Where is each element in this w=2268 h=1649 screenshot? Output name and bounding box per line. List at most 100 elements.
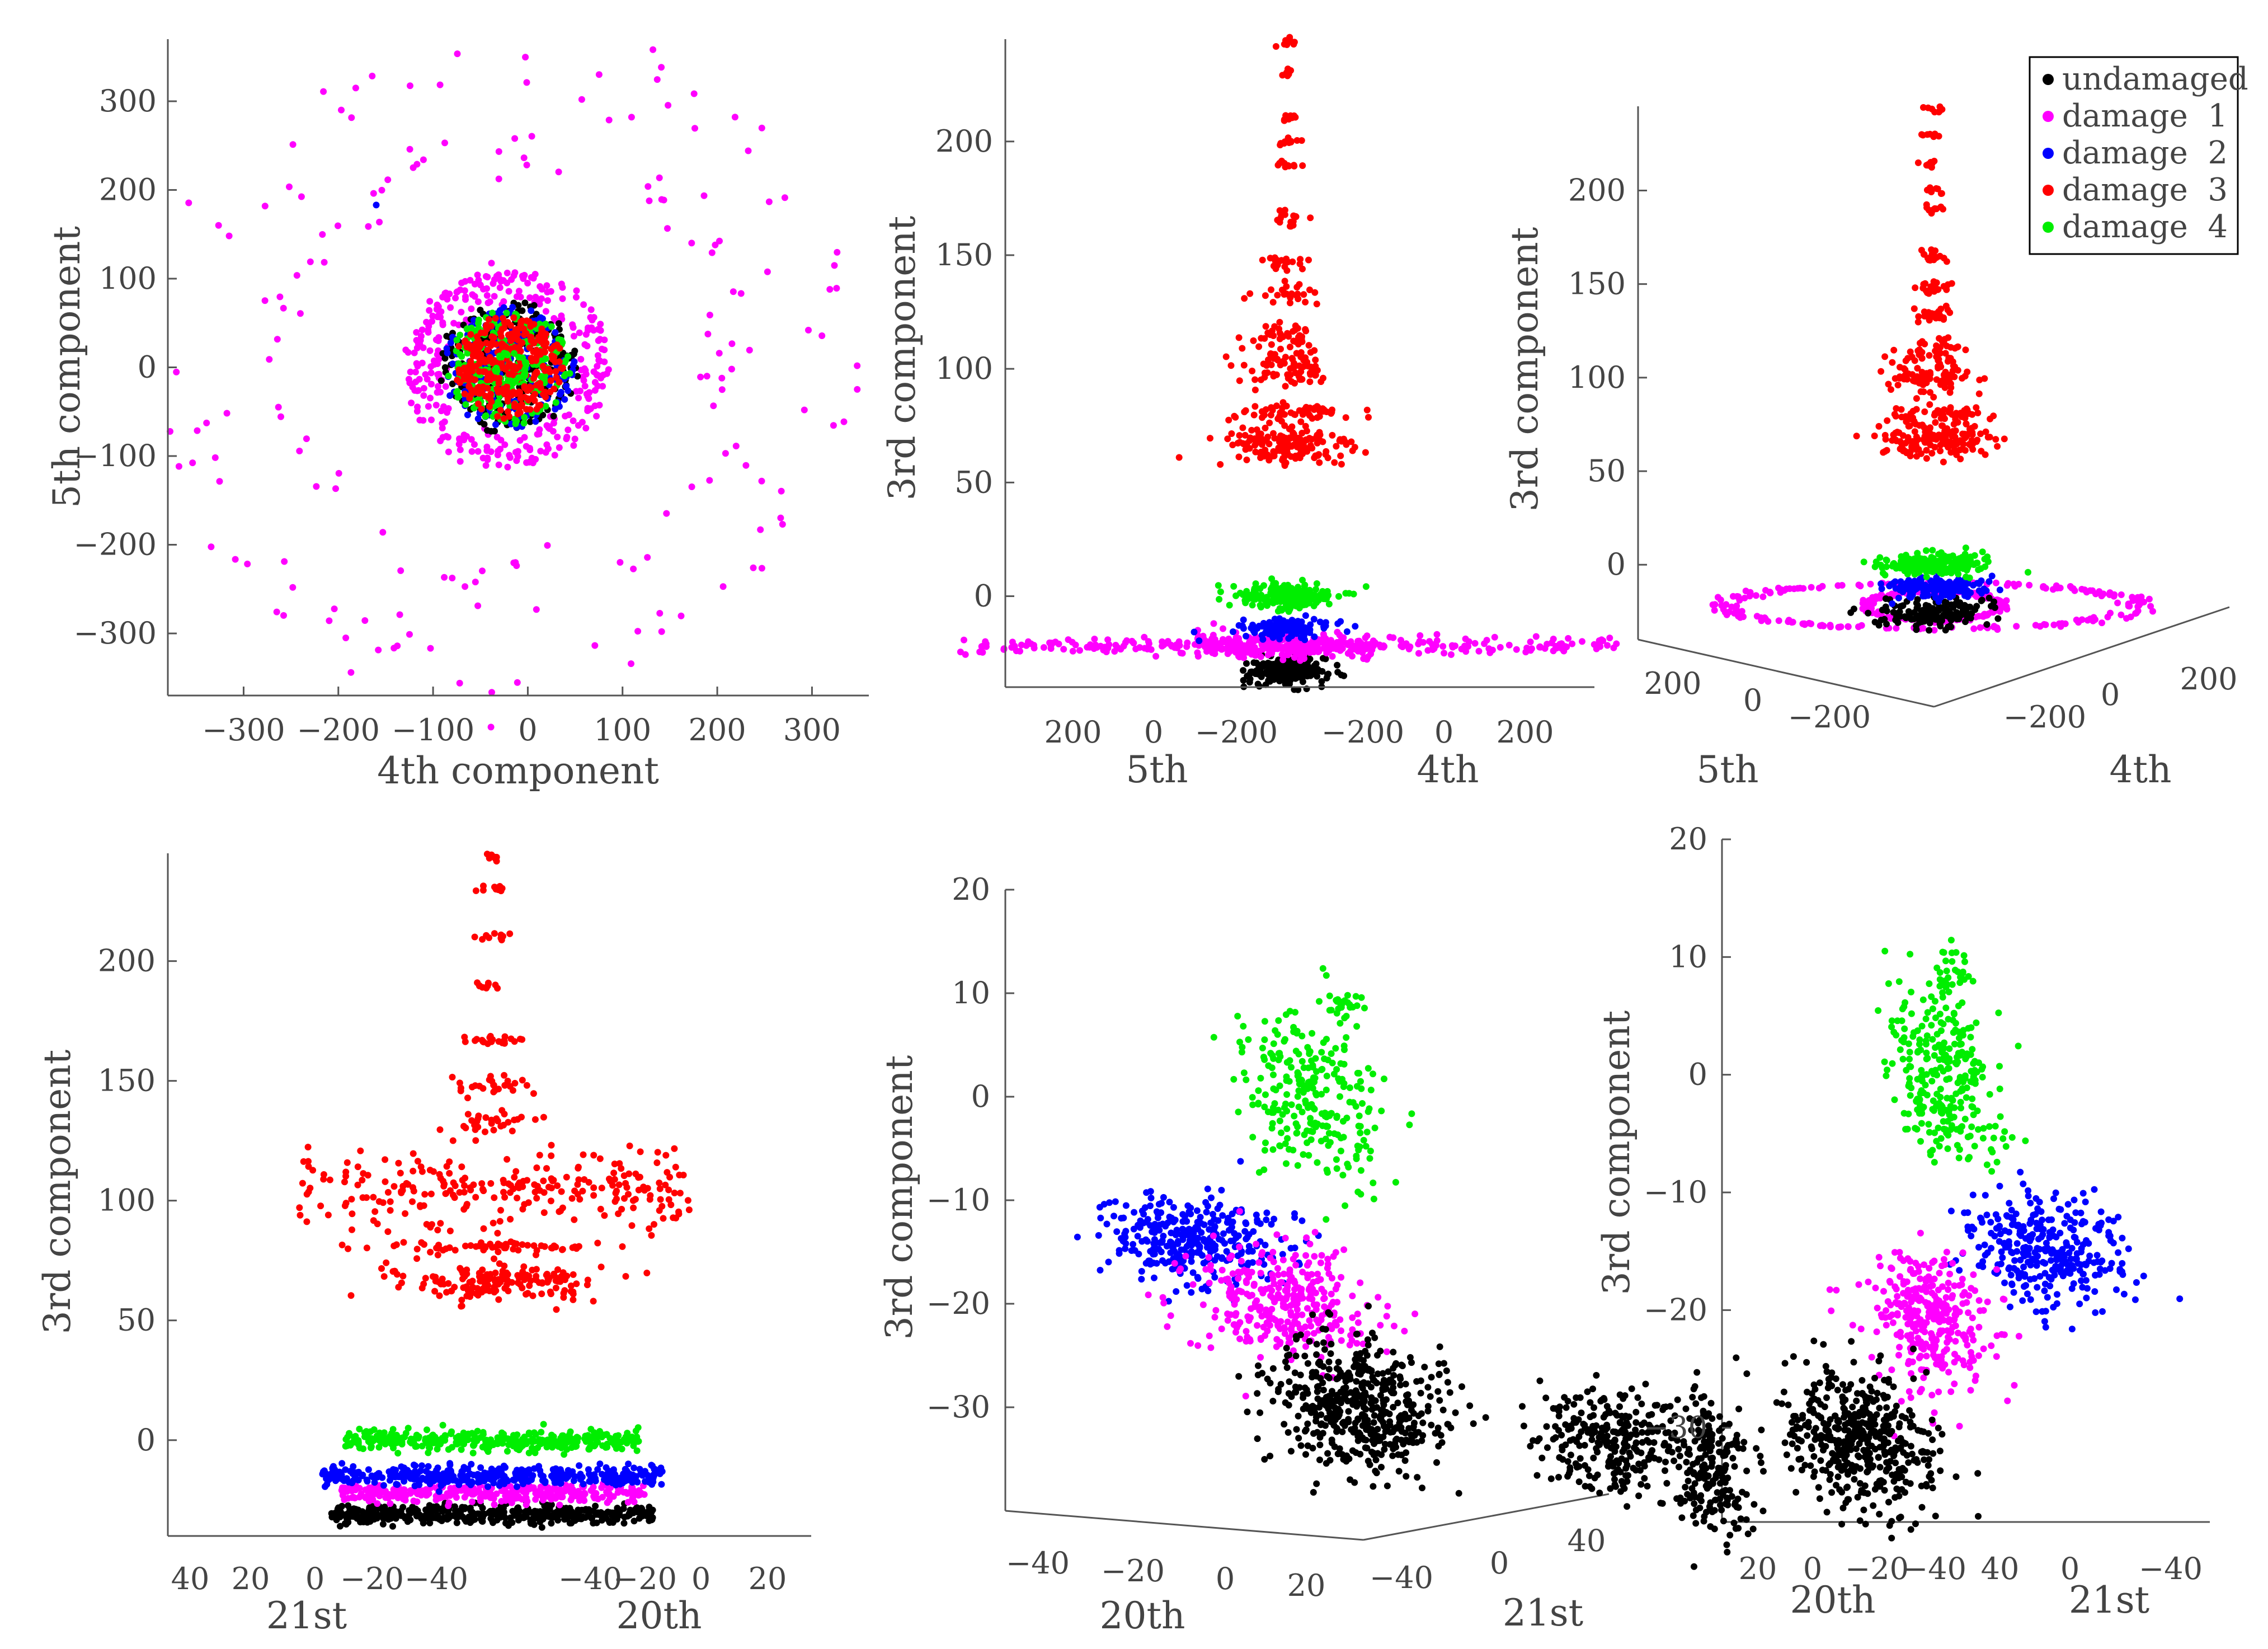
data-point bbox=[1939, 422, 1946, 429]
data-point bbox=[1827, 623, 1834, 631]
data-point bbox=[1913, 453, 1920, 460]
data-point bbox=[1904, 438, 1912, 445]
data-point bbox=[1327, 408, 1334, 416]
data-point bbox=[552, 399, 559, 406]
data-point bbox=[570, 417, 577, 424]
data-point bbox=[463, 326, 470, 333]
data-point bbox=[464, 350, 471, 357]
data-point bbox=[1878, 580, 1885, 588]
data-point bbox=[491, 357, 498, 364]
data-point bbox=[1285, 608, 1292, 615]
data-point bbox=[1246, 290, 1254, 297]
data-point bbox=[1297, 418, 1305, 425]
panel-2-base-ticks: 200 0 −200 −200 0 200 bbox=[1044, 715, 1554, 750]
data-point bbox=[1911, 556, 1918, 563]
data-point bbox=[558, 312, 565, 320]
data-point bbox=[530, 340, 538, 347]
data-point bbox=[746, 346, 753, 354]
data-point bbox=[511, 135, 519, 142]
data-point bbox=[519, 317, 526, 325]
data-point bbox=[289, 141, 297, 148]
panel-1: −300 −200 −100 0 100 200 300 −300−200−10001002… bbox=[45, 39, 869, 792]
data-point bbox=[1996, 586, 2003, 594]
data-point bbox=[1908, 588, 1915, 595]
data-point bbox=[1872, 558, 1880, 566]
data-point bbox=[1931, 590, 1938, 598]
data-point bbox=[581, 365, 588, 372]
data-point bbox=[370, 190, 377, 197]
data-point bbox=[552, 329, 559, 336]
data-point bbox=[1923, 379, 1930, 387]
data-point bbox=[1240, 616, 1247, 623]
data-point bbox=[1943, 258, 1950, 265]
data-point bbox=[276, 293, 284, 300]
data-point bbox=[335, 469, 342, 477]
data-point bbox=[1235, 453, 1243, 461]
data-point bbox=[1243, 660, 1250, 667]
data-point bbox=[1069, 638, 1076, 646]
data-point bbox=[261, 203, 269, 210]
data-point bbox=[1283, 267, 1291, 274]
data-point bbox=[495, 461, 502, 468]
panel-1-x-tick-label: 100 bbox=[594, 712, 651, 748]
data-point bbox=[495, 175, 502, 182]
data-point bbox=[418, 359, 426, 367]
data-point bbox=[1883, 556, 1890, 563]
data-point bbox=[354, 1515, 361, 1522]
data-point bbox=[1324, 588, 1331, 595]
data-point bbox=[1928, 310, 1935, 317]
data-point bbox=[1269, 598, 1276, 605]
data-point bbox=[353, 1509, 360, 1516]
data-point bbox=[1235, 635, 1242, 642]
data-point bbox=[1255, 343, 1263, 350]
data-point bbox=[1278, 212, 1285, 219]
panel-2-right-tick: 0 bbox=[1434, 715, 1453, 750]
data-point bbox=[1850, 605, 1857, 613]
data-point bbox=[745, 147, 752, 154]
data-point bbox=[1168, 641, 1175, 649]
data-point bbox=[658, 628, 665, 635]
data-point bbox=[566, 411, 573, 419]
data-point bbox=[1362, 583, 1370, 590]
data-point bbox=[1907, 410, 1914, 417]
data-point bbox=[1259, 256, 1266, 264]
data-point bbox=[648, 1516, 656, 1523]
data-point bbox=[1276, 636, 1283, 643]
data-point bbox=[444, 349, 451, 356]
data-point bbox=[434, 389, 441, 396]
data-point bbox=[1311, 454, 1318, 462]
data-point bbox=[1911, 428, 1918, 435]
data-point bbox=[424, 375, 431, 383]
panel-3-z-tick-label: 0 bbox=[1607, 547, 1626, 582]
data-point bbox=[1252, 580, 1259, 588]
data-point bbox=[1921, 424, 1928, 431]
data-point bbox=[509, 304, 516, 311]
data-point bbox=[1302, 327, 1310, 335]
data-point bbox=[1923, 162, 1930, 169]
data-point bbox=[1916, 379, 1923, 387]
data-point bbox=[1895, 562, 1902, 569]
data-point bbox=[1268, 286, 1274, 293]
data-point bbox=[467, 1504, 474, 1511]
data-point bbox=[1313, 641, 1320, 649]
data-point bbox=[691, 125, 698, 132]
data-point bbox=[1935, 598, 1942, 605]
data-point bbox=[1819, 582, 1826, 590]
data-point bbox=[1919, 131, 1927, 139]
panel-3-z-tick-label: 150 bbox=[1568, 266, 1626, 302]
data-point bbox=[1287, 38, 1295, 45]
panel-2-z-tick-label: 50 bbox=[954, 464, 993, 500]
data-point bbox=[575, 1506, 582, 1514]
data-point bbox=[634, 628, 642, 635]
data-point bbox=[2118, 591, 2125, 598]
panel-1-x-tick-label: 0 bbox=[518, 712, 537, 748]
data-point bbox=[458, 308, 465, 316]
data-point bbox=[338, 106, 345, 114]
data-point bbox=[548, 323, 555, 330]
data-point bbox=[194, 427, 201, 434]
data-point bbox=[1314, 673, 1321, 680]
data-point bbox=[1761, 614, 1768, 621]
data-point bbox=[564, 426, 572, 434]
data-point bbox=[454, 50, 461, 58]
data-point bbox=[582, 370, 590, 378]
